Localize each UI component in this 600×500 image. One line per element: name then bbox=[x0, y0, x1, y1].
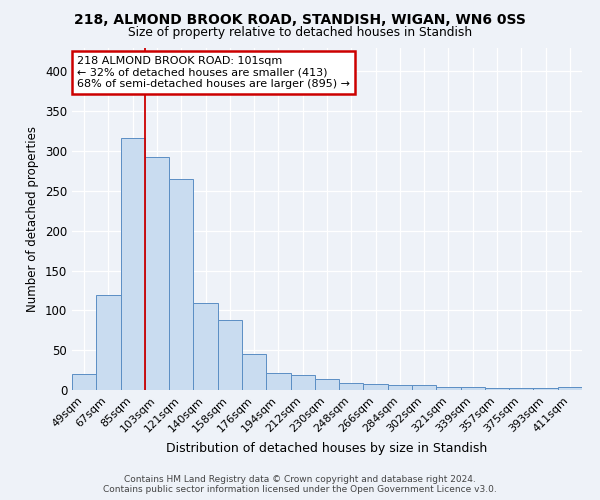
X-axis label: Distribution of detached houses by size in Standish: Distribution of detached houses by size … bbox=[166, 442, 488, 455]
Text: Contains HM Land Registry data © Crown copyright and database right 2024.
Contai: Contains HM Land Registry data © Crown c… bbox=[103, 474, 497, 494]
Bar bbox=[339, 383, 364, 390]
Text: Size of property relative to detached houses in Standish: Size of property relative to detached ho… bbox=[128, 26, 472, 39]
Bar bbox=[533, 388, 558, 390]
Bar bbox=[485, 388, 509, 390]
Bar bbox=[72, 374, 96, 390]
Bar bbox=[96, 295, 121, 390]
Bar bbox=[364, 384, 388, 390]
Text: 218 ALMOND BROOK ROAD: 101sqm
← 32% of detached houses are smaller (413)
68% of : 218 ALMOND BROOK ROAD: 101sqm ← 32% of d… bbox=[77, 56, 350, 90]
Bar bbox=[218, 320, 242, 390]
Bar bbox=[121, 138, 145, 390]
Bar bbox=[266, 374, 290, 390]
Y-axis label: Number of detached properties: Number of detached properties bbox=[26, 126, 40, 312]
Bar bbox=[436, 387, 461, 390]
Text: 218, ALMOND BROOK ROAD, STANDISH, WIGAN, WN6 0SS: 218, ALMOND BROOK ROAD, STANDISH, WIGAN,… bbox=[74, 12, 526, 26]
Bar bbox=[388, 385, 412, 390]
Bar bbox=[169, 179, 193, 390]
Bar bbox=[290, 375, 315, 390]
Bar bbox=[145, 156, 169, 390]
Bar bbox=[193, 303, 218, 390]
Bar bbox=[315, 379, 339, 390]
Bar bbox=[412, 385, 436, 390]
Bar bbox=[242, 354, 266, 390]
Bar bbox=[558, 387, 582, 390]
Bar bbox=[461, 387, 485, 390]
Bar bbox=[509, 388, 533, 390]
